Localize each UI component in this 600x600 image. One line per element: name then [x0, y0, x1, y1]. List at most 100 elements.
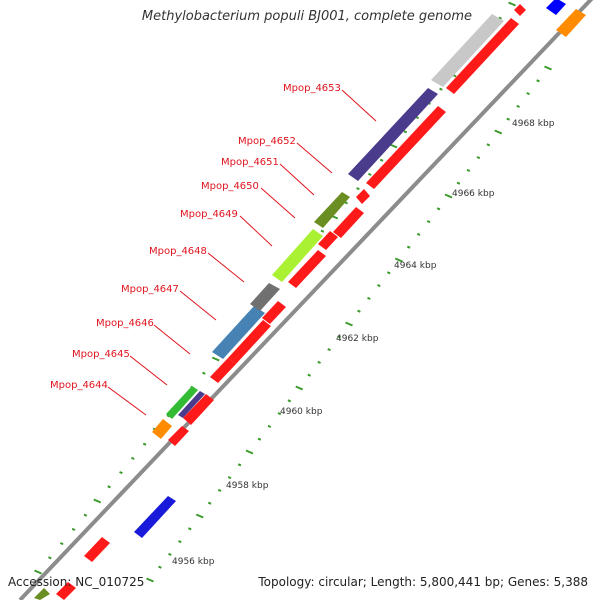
minor-tick [307, 373, 311, 377]
minor-tick [498, 16, 502, 20]
major-tick [146, 577, 154, 583]
gene-leader-line [341, 89, 377, 122]
gene-leader-line [296, 142, 333, 174]
minor-tick [476, 156, 481, 160]
minor-tick [426, 220, 431, 224]
gene-leader-line [129, 355, 168, 386]
gene-label[interactable]: Mpop_4648 [149, 246, 207, 257]
minor-tick [466, 168, 471, 172]
scale-label: 4956 kbp [172, 557, 215, 567]
minor-tick [317, 360, 321, 364]
cds-arrow[interactable] [183, 394, 214, 425]
major-tick [494, 129, 503, 135]
cds-arrow[interactable] [288, 250, 326, 288]
gene-label[interactable]: Mpop_4649 [180, 209, 238, 220]
minor-tick [217, 488, 222, 492]
minor-tick [277, 412, 282, 416]
feature-box[interactable] [556, 9, 586, 37]
cds-arrow[interactable] [84, 537, 110, 562]
minor-tick [287, 399, 292, 403]
feature-box[interactable] [178, 391, 205, 418]
cds-arrow[interactable] [514, 4, 526, 16]
minor-tick [119, 471, 123, 475]
minor-tick [486, 143, 491, 147]
cds-arrow[interactable] [356, 189, 370, 204]
minor-tick [83, 513, 88, 517]
gene-leader-line [153, 324, 191, 355]
feature-box[interactable] [212, 306, 265, 359]
gene-label[interactable]: Mpop_4653 [283, 83, 341, 94]
minor-tick [367, 296, 371, 300]
minor-tick [357, 309, 361, 313]
minor-tick [188, 527, 192, 531]
cds-arrow[interactable] [56, 582, 76, 600]
feature-box[interactable] [348, 88, 438, 181]
feature-arrow-blue[interactable] [134, 496, 176, 538]
minor-tick [207, 501, 212, 505]
minor-tick [257, 437, 262, 441]
minor-tick [439, 87, 443, 91]
minor-tick [526, 92, 530, 96]
map-title: Methylobacterium populi BJ001, complete … [141, 9, 472, 24]
minor-tick [142, 442, 147, 446]
minor-tick [416, 232, 421, 236]
scale-label: 4962 kbp [336, 334, 379, 344]
feature-box[interactable] [272, 229, 323, 282]
minor-tick [158, 565, 162, 569]
gene-label[interactable]: Mpop_4644 [50, 380, 108, 391]
genome-summary: Topology: circular; Length: 5,800,441 bp… [258, 575, 588, 589]
inner-tick-row [146, 65, 552, 583]
major-tick [34, 569, 42, 575]
cds-arrow[interactable] [366, 106, 446, 189]
gene-labels: Mpop_4644 Mpop_4645 Mpop_4646 Mpop_4647 Mpop… [50, 83, 377, 416]
gene-label[interactable]: Mpop_4650 [201, 181, 259, 192]
minor-tick [506, 117, 510, 121]
gene-label[interactable]: Mpop_4646 [96, 318, 154, 329]
gene-leader-line [239, 215, 273, 247]
minor-tick [178, 540, 182, 544]
feature-track [152, 0, 586, 439]
major-tick [195, 513, 204, 519]
cds-arrow[interactable] [210, 358, 236, 383]
feature-box-olive[interactable] [34, 588, 50, 600]
minor-tick [516, 104, 520, 108]
gene-leader-line [279, 163, 315, 196]
cds-arrow[interactable] [228, 320, 271, 364]
minor-tick [227, 476, 232, 480]
minor-tick [71, 527, 76, 531]
feature-box[interactable] [314, 192, 350, 228]
minor-tick [327, 348, 331, 352]
major-tick [345, 321, 353, 327]
minor-tick [320, 229, 325, 233]
cds-arrow[interactable] [318, 231, 338, 250]
cds-arrow[interactable] [446, 18, 519, 94]
minor-tick [107, 485, 111, 489]
gene-leader-line [107, 386, 147, 416]
minor-tick [377, 284, 381, 288]
scale-label: 4968 kbp [512, 119, 555, 129]
cds-track [56, 4, 526, 600]
cds-arrow[interactable] [262, 301, 286, 324]
cds-arrow[interactable] [168, 426, 189, 446]
minor-tick [48, 556, 52, 560]
feature-box[interactable] [250, 283, 280, 311]
cds-arrow[interactable] [333, 207, 364, 238]
major-tick [544, 65, 552, 71]
feature-box[interactable] [546, 0, 566, 15]
minor-tick [202, 371, 206, 375]
feature-box[interactable] [166, 386, 198, 419]
gene-label[interactable]: Mpop_4645 [72, 349, 130, 360]
major-tick [394, 257, 403, 263]
scale-label: 4960 kbp [280, 407, 323, 417]
feature-box[interactable] [431, 14, 504, 87]
minor-tick [368, 172, 372, 176]
feature-box[interactable] [152, 419, 172, 439]
genome-backbone [18, 0, 594, 600]
minor-tick [436, 207, 441, 211]
gene-label[interactable]: Mpop_4652 [238, 136, 296, 147]
gene-label[interactable]: Mpop_4647 [121, 284, 179, 295]
major-tick [93, 498, 102, 504]
minor-tick [456, 181, 461, 185]
gene-label[interactable]: Mpop_4651 [221, 157, 279, 168]
